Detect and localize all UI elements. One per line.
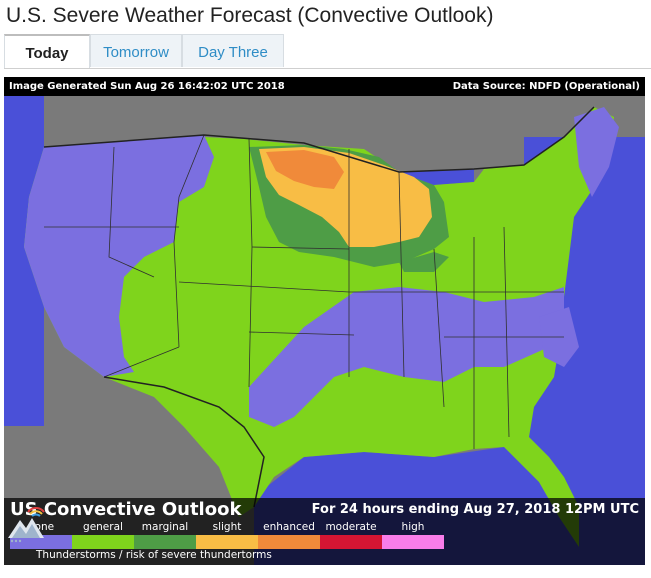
tab-today[interactable]: Today [4,34,90,68]
legend-swatch-general [72,535,134,549]
legend-period: For 24 hours ending Aug 27, 2018 12PM UT… [311,502,639,517]
map-header-bar: Image Generated Sun Aug 26 16:42:02 UTC … [4,77,645,96]
legend-label-marginal: marginal [141,521,189,533]
state-boundaries [44,134,564,449]
legend-swatch-enhanced [258,535,320,549]
us-mexico-border [103,376,265,508]
us-canada-border [43,106,595,173]
marginal-area-east [399,252,449,272]
legend-swatch-high [382,535,444,549]
none-area-west [24,135,214,377]
legend-label-high: high [401,521,425,533]
legend-note: Thunderstorms / risk of severe thunderto… [36,549,272,561]
tab-tomorrow[interactable]: Tomorrow [90,34,182,67]
legend-label-slight: slight [212,521,242,533]
enhanced-area [266,150,344,189]
legend-label-general: general [83,521,123,533]
none-area-south [249,287,564,427]
data-source-text: Data Source: NDFD (Operational) [452,81,640,92]
page-title: U.S. Severe Weather Forecast (Convective… [6,4,494,27]
legend-swatch-moderate [320,535,382,549]
nws-logo-icon [8,507,45,543]
image-generated-text: Image Generated Sun Aug 26 16:42:02 UTC … [9,81,285,92]
tab-day-three[interactable]: Day Three [182,34,284,67]
legend-swatch-none [10,535,72,549]
legend-title: US Convective Outlook [10,499,242,520]
convective-outlook-map: Image Generated Sun Aug 26 16:42:02 UTC … [4,77,645,565]
map-legend: US Convective Outlook For 24 hours endin… [4,498,645,565]
legend-swatch-slight [196,535,258,549]
legend-label-enhanced: enhanced [263,521,315,533]
legend-label-moderate: moderate [325,521,377,533]
legend-swatch-marginal [134,535,196,549]
tab-bar: Today Tomorrow Day Three [4,34,651,69]
outlook-map-graphic [4,96,645,565]
none-area-northeast [574,107,619,197]
